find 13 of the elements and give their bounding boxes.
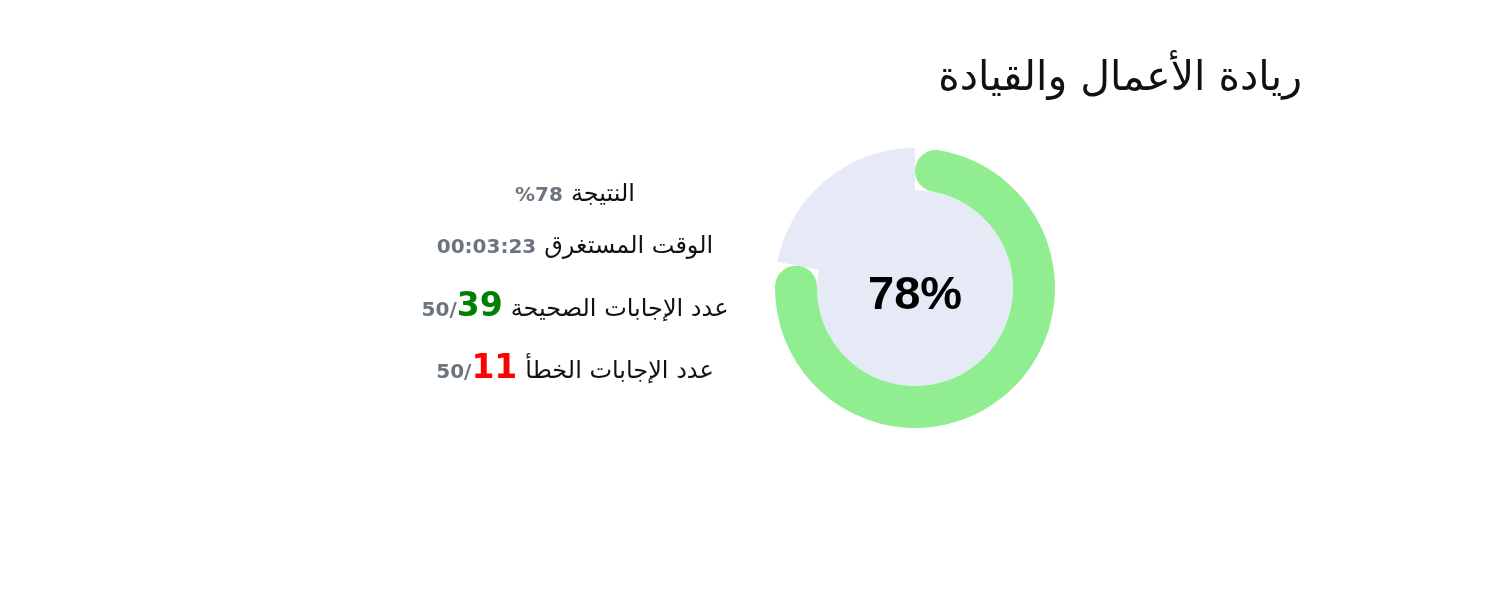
text: 39 [456,285,503,324]
chart-title: ريادة الأعمال والقيادة [938,52,1302,100]
text: /50 [421,297,457,321]
text: عدد الإجابات الصحيحة [510,294,729,322]
donut-slice [775,149,1055,428]
text: %78 [515,182,563,206]
text: 11 [471,347,518,386]
donut-slice [777,148,915,270]
text: /50 [436,359,472,383]
text: 78% [868,266,963,320]
text: 00:03:23 [436,234,537,258]
text: النتيجة [570,179,635,207]
text: الوقت المستغرق [544,231,714,259]
